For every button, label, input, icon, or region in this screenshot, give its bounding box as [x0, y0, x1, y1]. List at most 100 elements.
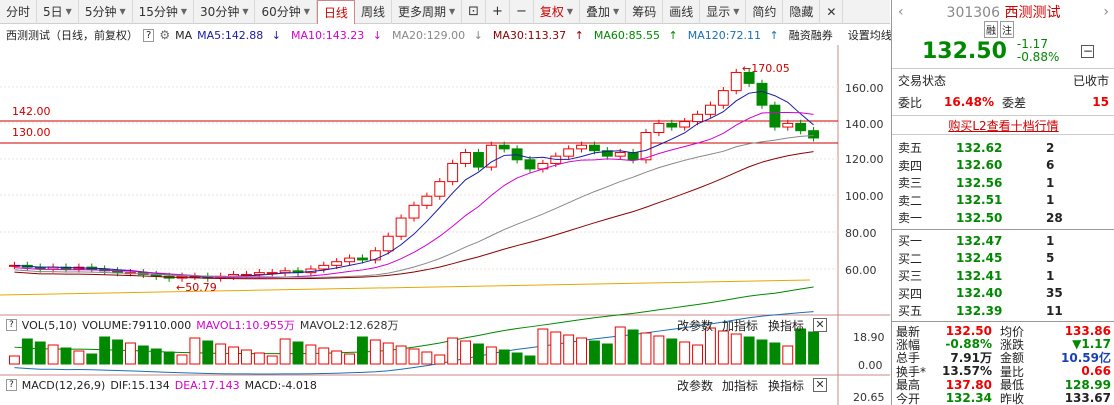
- volume-bar: [589, 340, 600, 365]
- candle-body: [524, 159, 536, 170]
- vol-close-icon[interactable]: ✕: [813, 318, 827, 332]
- price-change: -1.17: [1016, 37, 1048, 51]
- volume-bar: [743, 336, 755, 365]
- ma-legend: MA5:142.88 ↓ MA10:143.23 ↓ MA20:129.00 ↓ MA…: [197, 29, 789, 42]
- period-tab-0[interactable]: 分时: [0, 0, 38, 24]
- volume-bar: [189, 337, 201, 365]
- period-tab-1[interactable]: 5日 ▼: [37, 0, 79, 24]
- toolbar-item-3[interactable]: 画线: [663, 0, 701, 24]
- chevron-left-icon[interactable]: ‹: [898, 4, 904, 20]
- macd-collapse-icon[interactable]: ?: [6, 379, 17, 391]
- price-tick-5: 60.00: [845, 264, 877, 277]
- period-tab-2[interactable]: 5分钟 ▼: [79, 0, 133, 24]
- period-tab-5[interactable]: 60分钟 ▼: [255, 0, 317, 24]
- candle-body: [331, 261, 343, 266]
- volume-bar: [717, 330, 729, 365]
- buy-l2-link[interactable]: 购买L2查看十档行情: [892, 115, 1114, 135]
- candle-body: [344, 257, 356, 263]
- volume-bar: [112, 339, 124, 365]
- price-tick-4: 80.00: [845, 227, 877, 240]
- dif-value: DIF:15.134: [110, 378, 170, 392]
- candle-body: [395, 217, 407, 237]
- candle-body: [485, 144, 497, 168]
- vol-switch-indicator-button[interactable]: 换指标: [768, 319, 805, 333]
- lock-icon[interactable]: ⊡: [462, 0, 487, 24]
- chevron-right-icon[interactable]: ›: [1103, 4, 1109, 20]
- volume-bar: [21, 338, 33, 365]
- volume-bar: [73, 350, 85, 365]
- candle-body: [408, 204, 420, 219]
- candle-body: [279, 270, 291, 274]
- bid-row: 买一 132.47 1: [898, 233, 1055, 249]
- volume-bar: [228, 346, 240, 365]
- volume-value: VOLUME:79110.000: [81, 318, 192, 332]
- volume-bar: [369, 339, 381, 365]
- macd-close-icon[interactable]: ✕: [813, 378, 827, 392]
- toolbar-item-5[interactable]: 简约: [746, 0, 784, 24]
- toolbar-item-4[interactable]: 显示 ▼: [700, 0, 747, 24]
- candle-body: [679, 121, 691, 128]
- ma-line-30: [14, 151, 814, 280]
- volume-bar: [601, 343, 613, 365]
- collapse-icon[interactable]: ?: [6, 319, 17, 331]
- candle-body: [666, 122, 678, 128]
- candle-body: [614, 152, 626, 157]
- candle-body: [795, 122, 807, 132]
- period-tab-3[interactable]: 15分钟 ▼: [133, 0, 195, 24]
- volume-bar: [395, 345, 407, 365]
- toolbar-item-1[interactable]: 叠加 ▼: [580, 0, 627, 24]
- plus-icon[interactable]: +: [486, 0, 510, 24]
- period-tab-4[interactable]: 30分钟 ▼: [194, 0, 256, 24]
- candle-body: [576, 144, 587, 150]
- price-line-label-142: 142.00: [12, 105, 51, 118]
- toolbar-item-6[interactable]: 隐藏: [783, 0, 821, 24]
- vol-add-indicator-button[interactable]: 加指标: [722, 319, 759, 333]
- volume-bar: [421, 351, 433, 365]
- volume-bar: [253, 352, 265, 365]
- volume-bar: [60, 347, 72, 365]
- financing-link[interactable]: 融资融券: [788, 29, 833, 42]
- volume-bar: [382, 342, 394, 365]
- minus-icon[interactable]: −: [510, 0, 534, 24]
- period-tab-7[interactable]: 周线: [355, 0, 392, 24]
- volume-bar: [202, 340, 214, 365]
- gear-icon[interactable]: ⚙: [159, 28, 171, 42]
- toolbar-close-icon[interactable]: ✕: [820, 0, 844, 24]
- trade-status-row: 交易状态 已收市: [898, 73, 1109, 88]
- macd-switch-indicator-button[interactable]: 换指标: [768, 379, 805, 393]
- volume-bar: [550, 331, 562, 365]
- volume-bar: [47, 344, 59, 365]
- volume-bar: [447, 337, 459, 365]
- macd-value: MACD:-4.018: [244, 378, 317, 392]
- macd-change-params-button[interactable]: 改参数: [677, 379, 714, 393]
- ma-legend-item-0: MA5:142.88 ↓: [197, 28, 282, 42]
- macd-add-indicator-button[interactable]: 加指标: [722, 379, 759, 393]
- candle-body: [692, 113, 703, 123]
- ma-legend-item-1: MA10:143.23 ↓: [291, 28, 382, 42]
- chart-pane: 西测测试（日线，前复权） ? ⚙ MA MA5:142.88 ↓ MA10:143…: [0, 25, 906, 405]
- price-pct: -0.88%: [1016, 50, 1060, 64]
- bid-row: 买四 132.40 35: [898, 286, 1063, 301]
- candle-body: [705, 104, 716, 115]
- period-tab-6[interactable]: 日线: [316, 0, 355, 24]
- period-tab-8[interactable]: 更多周期 ▼: [392, 0, 463, 24]
- candle-body: [382, 235, 394, 252]
- ma-line-20: [14, 135, 814, 278]
- mavol2-value: MAVOL2:12.628万: [299, 319, 399, 332]
- toolbar-item-2[interactable]: 筹码: [626, 0, 664, 24]
- toolbar-item-0[interactable]: 复权 ▼: [534, 0, 581, 24]
- volume-bar: [692, 344, 703, 365]
- volume-bar: [305, 344, 317, 365]
- minus-icon[interactable]: −: [1081, 43, 1095, 58]
- volume-bar: [125, 342, 136, 365]
- ma-legend-item-4: MA60:85.55 ↑: [593, 28, 678, 42]
- ask-row: 卖一 132.50 28: [898, 210, 1063, 226]
- vol-label: VOL(5,10): [21, 318, 77, 332]
- vol-change-params-button[interactable]: 改参数: [677, 319, 714, 333]
- volume-bar: [498, 349, 510, 365]
- help-icon[interactable]: ?: [143, 28, 155, 42]
- candlestick-chart[interactable]: [0, 25, 890, 405]
- ma-line-10: [14, 111, 814, 279]
- vol-ytick-bottom: 0.00: [858, 359, 883, 372]
